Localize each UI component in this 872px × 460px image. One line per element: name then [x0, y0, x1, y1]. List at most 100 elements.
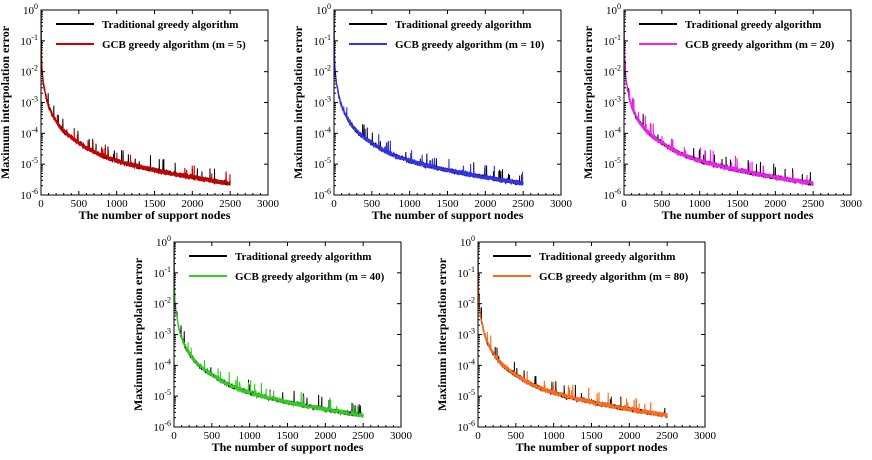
y-tick-label: 10-6	[603, 187, 621, 202]
y-tick-label: 10-1	[603, 33, 621, 48]
series-line	[174, 249, 364, 419]
plot-area	[41, 10, 231, 187]
x-axis-title: The number of support nodes	[212, 440, 364, 454]
y-tick-label: 10-3	[603, 95, 621, 110]
chart-panel-3: 0 500 1000 1500 2000 2500 3000 10-6 10-5 10-4 10-3…	[581, 2, 863, 222]
x-tick-label: 2500	[352, 430, 375, 442]
legend-label: GCB greedy algorithm (m = 5)	[102, 39, 246, 51]
y-tick-label: 10-1	[457, 265, 475, 280]
y-tick-label: 10-5	[20, 156, 38, 171]
y-tick-label: 10-2	[20, 64, 38, 79]
x-tick-label: 500	[364, 198, 381, 210]
x-tick-label: 2000	[314, 430, 337, 442]
chart-panel-5: 0 500 1000 1500 2000 2500 3000 10-6 10-5 10-4 10-3…	[435, 234, 717, 454]
x-tick-label: 500	[508, 430, 525, 442]
chart-panel-2: 0 500 1000 1500 2000 2500 3000 10-6 10-5 10-4 10-3…	[291, 2, 573, 222]
chart-panel-4: 0 500 1000 1500 2000 2500 3000 10-6 10-5 10-4 10-3…	[131, 234, 413, 454]
x-tick-label: 2500	[802, 198, 825, 210]
x-tick-label: 2000	[618, 430, 641, 442]
y-tick-label: 10-1	[20, 33, 38, 48]
x-tick-label: 1000	[543, 430, 566, 442]
y-tick-label: 10-5	[457, 388, 475, 403]
y-axis-title: Maximum interpolation error	[131, 257, 145, 411]
y-tick-label: 10-1	[313, 33, 331, 48]
series-line	[334, 10, 524, 186]
y-axis-title: Maximum interpolation error	[581, 25, 595, 179]
y-tick-label: 10-4	[457, 357, 475, 372]
x-tick-label: 0	[331, 198, 337, 210]
chart-panel-1: 0 500 1000 1500 2000 2500 3000 10-6 10-5 10-4 10-3…	[0, 2, 280, 222]
legend-label: Traditional greedy algorithm	[395, 19, 531, 31]
y-tick-label: 10-5	[603, 156, 621, 171]
x-tick-label: 1500	[437, 198, 460, 210]
y-tick-label: 100	[316, 2, 331, 17]
x-tick-label: 1000	[106, 198, 129, 210]
y-tick-label: 100	[606, 2, 621, 17]
legend-label: GCB greedy algorithm (m = 40)	[235, 271, 385, 283]
y-axis-title: Maximum interpolation error	[435, 257, 449, 411]
y-tick-label: 10-2	[153, 296, 171, 311]
y-tick-label: 10-3	[457, 327, 475, 342]
y-tick-label: 10-4	[603, 125, 621, 140]
series-line	[41, 10, 231, 187]
plot-frame	[173, 241, 402, 428]
x-tick-label: 1500	[144, 198, 167, 210]
x-tick-label: 3000	[257, 198, 280, 210]
y-tick-label: 10-3	[153, 327, 171, 342]
x-tick-label: 0	[621, 198, 627, 210]
plot-frame	[40, 9, 269, 196]
x-axis-title: The number of support nodes	[79, 208, 231, 222]
x-axis-title: The number of support nodes	[662, 208, 814, 222]
x-tick-label: 500	[204, 430, 221, 442]
plot-area	[174, 249, 364, 419]
x-axis-title: The number of support nodes	[372, 208, 524, 222]
legend-label: Traditional greedy algorithm	[235, 251, 371, 263]
y-tick-label: 10-6	[313, 187, 331, 202]
y-tick-label: 10-4	[20, 125, 38, 140]
x-tick-label: 1500	[277, 430, 300, 442]
x-tick-label: 3000	[550, 198, 573, 210]
series-line	[478, 249, 668, 419]
plot-area	[334, 10, 524, 186]
y-axis-title: Maximum interpolation error	[0, 25, 12, 179]
y-tick-label: 10-6	[153, 419, 171, 434]
x-tick-label: 0	[38, 198, 44, 210]
plot-frame	[333, 9, 562, 196]
x-tick-label: 2500	[219, 198, 242, 210]
y-tick-label: 10-4	[313, 125, 331, 140]
x-tick-label: 2000	[474, 198, 497, 210]
legend-label: GCB greedy algorithm (m = 20)	[685, 39, 835, 51]
y-tick-label: 100	[156, 234, 171, 249]
y-tick-label: 100	[23, 2, 38, 17]
x-tick-label: 3000	[390, 430, 413, 442]
y-tick-label: 10-5	[313, 156, 331, 171]
x-tick-label: 1500	[727, 198, 750, 210]
x-axis-title: The number of support nodes	[516, 440, 668, 454]
y-tick-label: 10-1	[153, 265, 171, 280]
y-tick-label: 10-5	[153, 388, 171, 403]
y-tick-label: 10-6	[457, 419, 475, 434]
y-tick-label: 10-2	[313, 64, 331, 79]
x-tick-label: 2000	[764, 198, 787, 210]
x-tick-label: 0	[171, 430, 177, 442]
x-tick-label: 1000	[399, 198, 422, 210]
y-axis-title: Maximum interpolation error	[291, 25, 305, 179]
y-tick-label: 10-2	[603, 64, 621, 79]
x-tick-label: 3000	[694, 430, 717, 442]
x-tick-label: 1500	[581, 430, 604, 442]
x-tick-label: 500	[654, 198, 671, 210]
legend-label: Traditional greedy algorithm	[685, 19, 821, 31]
legend-label: GCB greedy algorithm (m = 10)	[395, 39, 545, 51]
series-line	[624, 17, 814, 187]
y-tick-label: 10-3	[313, 95, 331, 110]
plot-area	[624, 17, 814, 187]
x-tick-label: 0	[475, 430, 481, 442]
legend-label: GCB greedy algorithm (m = 80)	[539, 271, 689, 283]
y-tick-label: 10-6	[20, 187, 38, 202]
y-tick-label: 10-3	[20, 95, 38, 110]
y-tick-label: 100	[460, 234, 475, 249]
x-tick-label: 1000	[689, 198, 712, 210]
y-tick-label: 10-2	[457, 296, 475, 311]
x-tick-label: 2500	[512, 198, 535, 210]
x-tick-label: 2000	[181, 198, 204, 210]
